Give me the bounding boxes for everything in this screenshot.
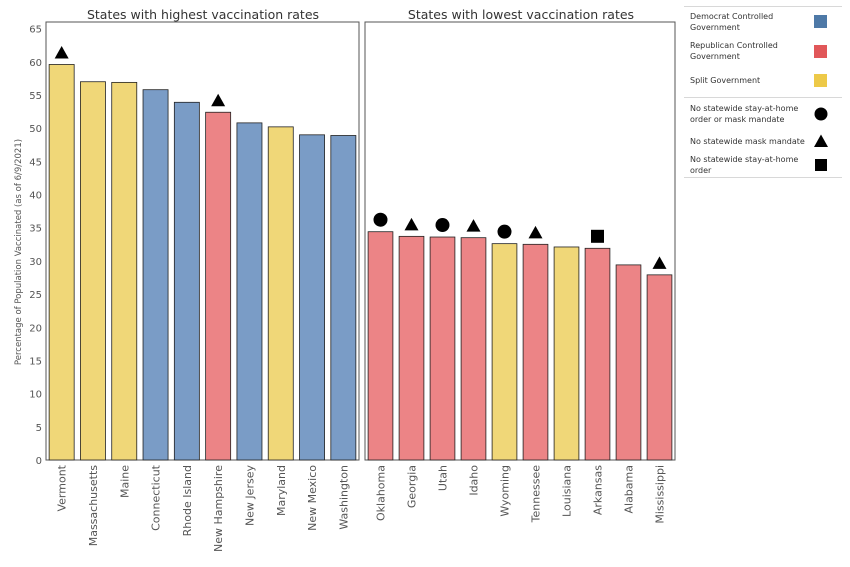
y-tick-label: 0 — [36, 456, 42, 467]
triangle-icon — [814, 134, 828, 147]
bar[interactable] — [236, 122, 263, 461]
bar[interactable] — [367, 231, 394, 461]
bar[interactable] — [491, 243, 518, 461]
y-tick-label: 25 — [29, 290, 42, 301]
x-tick-label: Maine — [118, 465, 131, 498]
x-tick-label: Georgia — [406, 465, 419, 508]
x-tick-label: Idaho — [468, 465, 481, 496]
bar[interactable] — [429, 236, 456, 461]
y-tick-label: 60 — [29, 58, 42, 69]
legend-label: Republican Controlled Government — [690, 41, 778, 61]
bar[interactable] — [267, 126, 294, 461]
legend-label: Democrat Controlled Government — [690, 11, 774, 32]
y-axis-ticks: 0 5 10 15 20 25 30 35 40 45 50 55 60 65 — [29, 25, 42, 467]
bar[interactable] — [615, 264, 642, 461]
panel-frame — [45, 21, 360, 461]
legend-item-republican[interactable]: Republican Controlled Government — [684, 36, 842, 66]
y-tick-label: 45 — [29, 157, 42, 168]
legend-label: No statewide stay-at-home order or mask … — [690, 103, 799, 124]
panel-title-highest: States with highest vaccination rates — [87, 7, 319, 22]
y-tick-label: 30 — [29, 257, 42, 268]
x-tick-label: Vermont — [56, 464, 69, 511]
x-tick-label: New Jersey — [243, 465, 256, 527]
legend-swatch-democrat — [814, 15, 827, 28]
x-tick-label: Maryland — [275, 465, 288, 516]
circle-marker — [497, 224, 512, 239]
legend: Democrat Controlled Government Republica… — [684, 6, 842, 178]
panel-lowest: Oklahoma Georgia Utah Idaho Wyoming Tennessee… — [364, 21, 676, 524]
triangle-marker — [652, 256, 667, 269]
legend-label: No statewide mask mandate — [690, 136, 805, 146]
legend-item-split[interactable]: Split Government — [684, 66, 842, 94]
triangle-marker — [466, 219, 481, 232]
legend-item-democrat[interactable]: Democrat Controlled Government — [684, 7, 842, 36]
x-tick-label: Louisiana — [561, 465, 574, 517]
legend-item-no-order-no-mandate[interactable]: No statewide stay-at-home order or mask … — [684, 98, 842, 129]
x-tick-label: Utah — [437, 465, 450, 491]
y-tick-label: 10 — [29, 390, 42, 401]
y-tick-label: 40 — [29, 191, 42, 202]
panel-title-lowest: States with lowest vaccination rates — [408, 7, 634, 22]
bar[interactable] — [553, 246, 580, 461]
bar[interactable] — [111, 81, 138, 461]
x-tick-label: New Hampshire — [212, 465, 225, 552]
x-tick-label: Connecticut — [150, 464, 163, 531]
triangle-marker — [54, 45, 69, 59]
bar[interactable] — [330, 135, 357, 461]
triangle-marker — [211, 93, 226, 107]
triangle-marker — [528, 225, 543, 239]
legend-label: Split Government — [690, 75, 761, 85]
square-marker — [591, 229, 604, 243]
legend-label: No statewide stay-at-home order — [690, 155, 799, 175]
panel-highest: Vermont Massachusetts Maine Connecticut Rhod… — [45, 21, 360, 552]
bar[interactable] — [460, 237, 487, 461]
bar[interactable] — [398, 235, 425, 461]
bar[interactable] — [173, 101, 200, 461]
legend-item-no-stay-at-home-order[interactable]: No statewide stay-at-home order — [684, 153, 842, 177]
circle-icon — [814, 107, 828, 120]
bar[interactable] — [205, 111, 232, 461]
x-tick-label: Wyoming — [499, 465, 512, 517]
triangle-marker — [404, 217, 419, 231]
circle-marker — [373, 212, 388, 227]
x-tick-label: Tennessee — [530, 465, 543, 524]
x-tick-label: Washington — [337, 465, 350, 530]
y-tick-label: 65 — [29, 25, 42, 36]
x-tick-label: Alabama — [623, 465, 636, 514]
x-tick-label: Mississippi — [654, 465, 667, 524]
y-tick-label: 20 — [29, 323, 42, 334]
legend-swatch-split — [814, 73, 827, 87]
x-tick-label: Arkansas — [592, 465, 605, 515]
y-tick-label: 50 — [29, 124, 42, 135]
x-tick-label: New Mexico — [306, 465, 319, 531]
bar[interactable] — [299, 134, 325, 461]
panel-frame — [364, 21, 676, 461]
bar[interactable] — [584, 247, 611, 461]
bar[interactable] — [142, 89, 169, 461]
x-tick-label: Massachusetts — [87, 465, 100, 547]
y-tick-label: 55 — [29, 91, 42, 102]
bar[interactable] — [80, 81, 106, 461]
legend-swatch-republican — [814, 44, 827, 58]
x-tick-label: Rhode Island — [181, 465, 194, 536]
bar[interactable] — [646, 274, 673, 461]
y-tick-label: 35 — [29, 224, 42, 235]
x-tick-label: Oklahoma — [375, 465, 388, 521]
legend-item-no-mask-mandate[interactable]: No statewide mask mandate — [684, 129, 842, 153]
bar[interactable] — [522, 243, 549, 461]
y-tick-label: 5 — [36, 423, 42, 434]
y-tick-label: 15 — [29, 356, 42, 367]
bar[interactable] — [48, 64, 75, 461]
square-icon — [815, 159, 827, 171]
circle-marker — [435, 218, 450, 233]
y-axis-title: Percentage of Population Vaccinated (as … — [14, 139, 24, 365]
vaccination-chart: Percentage of Population Vaccinated (as … — [14, 7, 676, 552]
